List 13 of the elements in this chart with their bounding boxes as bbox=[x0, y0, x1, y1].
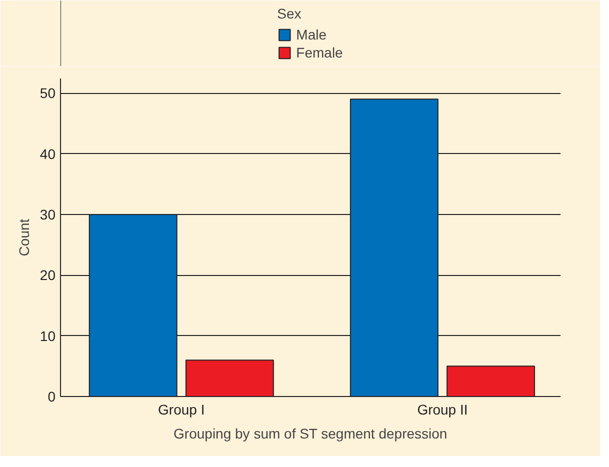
y-tick-label: 0 bbox=[48, 388, 56, 404]
y-tick-label: 20 bbox=[40, 267, 56, 284]
y-tick-label: 30 bbox=[40, 206, 56, 222]
legend-label: Male bbox=[296, 26, 327, 42]
y-tick-label: 40 bbox=[40, 146, 56, 162]
x-tick-label: Group I bbox=[158, 402, 205, 418]
legend-label: Female bbox=[296, 44, 343, 60]
x-tick-label: Group II bbox=[417, 402, 468, 418]
y-tick-label: 50 bbox=[40, 85, 56, 102]
y-tick-label: 10 bbox=[40, 328, 56, 344]
x-axis-title: Grouping by sum of ST segment depression bbox=[174, 426, 448, 442]
legend-title: Sex bbox=[277, 6, 302, 22]
y-axis-title: Count bbox=[16, 218, 32, 256]
